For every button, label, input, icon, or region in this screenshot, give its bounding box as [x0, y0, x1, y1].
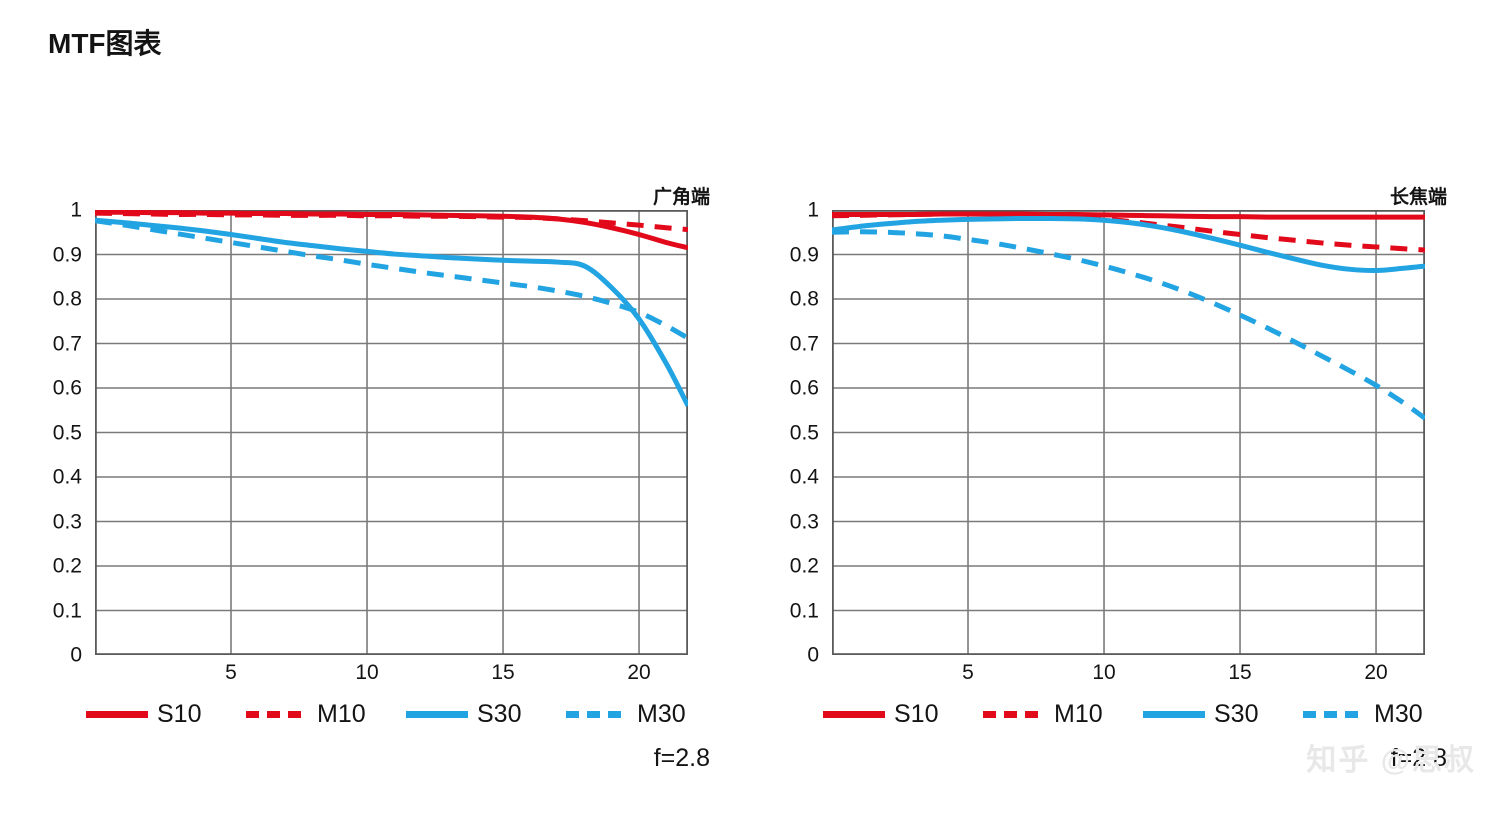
y-tick-label: 0.5	[52, 421, 82, 444]
page-title: MTF图表	[48, 28, 162, 59]
legend-item-s10[interactable]: S10	[823, 698, 938, 730]
y-tick-label: 0.1	[52, 599, 82, 622]
y-tick-label: 0.4	[789, 465, 819, 489]
legend-swatch-icon	[566, 710, 628, 718]
y-tick-label: 0.9	[789, 243, 819, 266]
legend-label: S10	[894, 699, 939, 728]
aperture-annotation: f=2.8	[1390, 744, 1447, 772]
y-tick-label: 0.8	[789, 287, 819, 311]
legend-swatch-icon	[1303, 710, 1365, 718]
aperture-annotation: f=2.8	[653, 744, 710, 772]
y-tick-label: 0.7	[789, 332, 819, 355]
y-tick-label: 0.4	[52, 465, 82, 489]
series-line-m10	[94, 210, 689, 233]
y-tick-label: 0.6	[789, 376, 819, 400]
series-line-m10	[831, 211, 1426, 253]
series-line-s30	[831, 215, 1426, 274]
mtf-chart-wide: 广角端 0 0.1 0.2 0.3 0.4 0.5 0.6 0.7 0.8 0.9 1 5 10 15 2…	[30, 182, 710, 782]
plot-frame	[94, 209, 689, 656]
x-tick-label: 15	[1228, 661, 1252, 684]
legend-item-m10[interactable]: M10	[246, 698, 366, 730]
legend-label: M10	[317, 699, 366, 728]
legend-label: S30	[1214, 699, 1259, 728]
x-tick-label: 10	[355, 661, 379, 684]
y-axis-labels: 0 0.1 0.2 0.3 0.4 0.5 0.6 0.7 0.8 0.9 1	[767, 200, 825, 666]
y-tick-label: 0	[70, 643, 82, 667]
series-line-s30	[94, 217, 691, 407]
legend-label: M10	[1054, 699, 1103, 728]
mtf-plot-svg	[94, 209, 691, 656]
y-tick-label: 0.2	[52, 554, 82, 578]
plot-wrapper: 0 0.1 0.2 0.3 0.4 0.5 0.6 0.7 0.8 0.9 1 5 10 15 20	[30, 200, 691, 683]
x-tick-label: 10	[1092, 661, 1116, 684]
x-tick-label: 15	[491, 661, 515, 684]
legend-swatch-icon	[406, 710, 468, 718]
y-axis-labels: 0 0.1 0.2 0.3 0.4 0.5 0.6 0.7 0.8 0.9 1	[30, 200, 88, 666]
legend-swatch-icon	[983, 710, 1045, 718]
plot-area	[94, 209, 691, 656]
legend-label: S30	[477, 699, 522, 728]
chart-corner-title: 长焦端	[1389, 187, 1447, 208]
y-tick-label: 0.3	[789, 510, 819, 533]
legend-item-s30[interactable]: S30	[406, 698, 521, 730]
y-tick-label: 0	[807, 643, 819, 667]
legend-swatch-icon	[86, 710, 148, 718]
y-tick-label: 0.3	[52, 510, 82, 533]
chart-corner-title: 广角端	[652, 187, 710, 208]
x-tick-label: 20	[627, 661, 651, 684]
y-tick-label: 0.7	[52, 332, 82, 355]
y-tick-label: 1	[70, 198, 82, 222]
x-tick-label: 20	[1364, 661, 1388, 684]
legend-item-s30[interactable]: S30	[1143, 698, 1258, 730]
series-line-m30	[831, 229, 1427, 421]
legend-label: M30	[637, 699, 686, 728]
y-tick-label: 0.1	[789, 599, 819, 622]
legend-label: S10	[157, 699, 202, 728]
plot-area	[831, 209, 1427, 656]
mtf-chart-tele: 长焦端 0 0.1 0.2 0.3 0.4 0.5 0.6 0.7 0.8 0.9 1 5 10 15 2…	[767, 182, 1447, 782]
legend-item-m10[interactable]: M10	[983, 698, 1103, 730]
y-tick-label: 0.6	[52, 376, 82, 400]
legend-item-m30[interactable]: M30	[566, 698, 686, 730]
y-tick-label: 0.5	[789, 421, 819, 444]
x-axis-labels: 5 10 15 20	[95, 662, 688, 692]
y-tick-label: 0.2	[789, 554, 819, 578]
chart-legend: S10 M10 S30 M30	[86, 698, 696, 730]
mtf-plot-svg	[831, 209, 1427, 656]
y-tick-label: 0.8	[52, 287, 82, 311]
legend-item-s10[interactable]: S10	[86, 698, 201, 730]
x-axis-labels: 5 10 15 20	[832, 662, 1425, 692]
legend-swatch-icon	[823, 710, 885, 718]
plot-frame	[831, 209, 1426, 656]
x-tick-label: 5	[225, 661, 237, 684]
x-tick-label: 5	[962, 661, 974, 684]
legend-item-m30[interactable]: M30	[1303, 698, 1423, 730]
legend-swatch-icon	[1143, 710, 1205, 718]
y-tick-label: 1	[807, 198, 819, 222]
chart-legend: S10 M10 S30 M30	[823, 698, 1433, 730]
legend-label: M30	[1374, 699, 1423, 728]
legend-swatch-icon	[246, 710, 308, 718]
plot-wrapper: 0 0.1 0.2 0.3 0.4 0.5 0.6 0.7 0.8 0.9 1 5 10 15 20	[767, 200, 1427, 683]
y-tick-label: 0.9	[52, 243, 82, 266]
